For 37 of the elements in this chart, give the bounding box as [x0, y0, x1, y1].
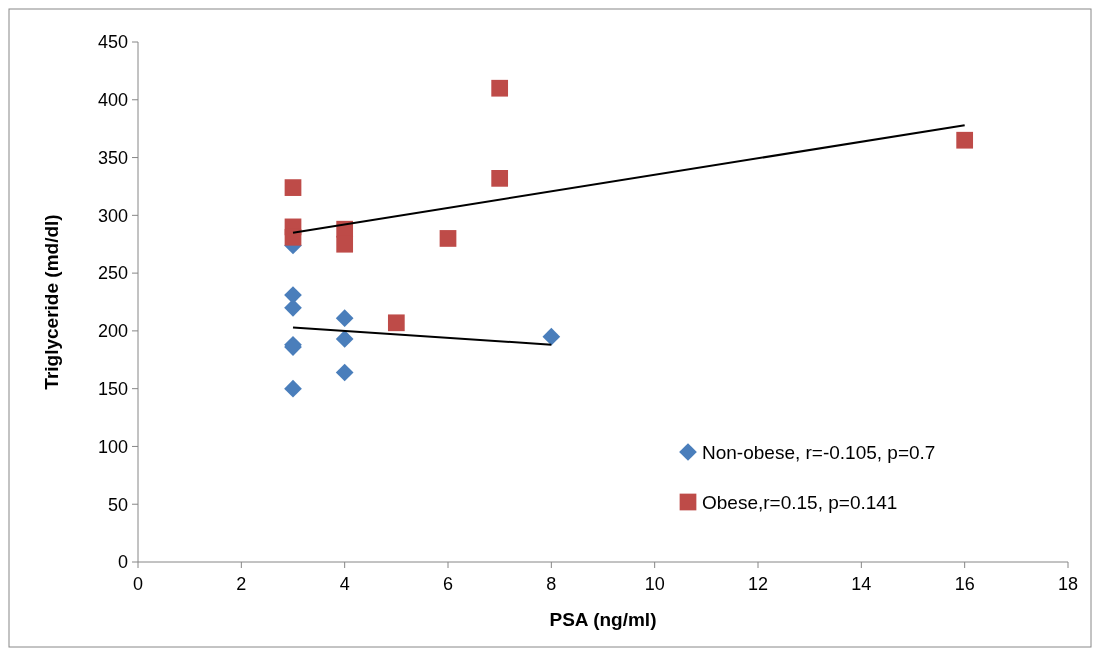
x-tick-label: 14 [851, 574, 872, 594]
y-tick-label: 350 [97, 147, 128, 168]
y-axis-title: Triglyceride (md/dl) [41, 214, 62, 390]
legend-label: Non-obese, r=-0.105, p=0.7 [702, 441, 936, 463]
point [335, 330, 354, 348]
y-tick-label: 250 [97, 263, 128, 284]
y-tick-label: 200 [97, 321, 128, 342]
point [542, 327, 561, 346]
point [491, 169, 509, 187]
y-tick-label: 150 [97, 378, 128, 399]
point [491, 79, 509, 97]
y-tick-label: 0 [117, 552, 128, 573]
point [284, 228, 302, 246]
x-tick-label: 18 [1057, 574, 1079, 594]
point [335, 309, 354, 328]
x-tick-label: 2 [236, 574, 247, 594]
y-tick-label: 50 [107, 494, 128, 515]
point [439, 230, 457, 247]
point [336, 235, 354, 253]
x-tick-label: 6 [442, 574, 454, 594]
y-tick-label: 400 [97, 90, 128, 111]
x-tick-label: 0 [132, 574, 144, 594]
legend-label: Obese,r=0.15, p=0.141 [702, 491, 898, 513]
point [387, 314, 405, 332]
x-tick-label: 8 [546, 574, 557, 594]
x-tick-label: 10 [644, 574, 665, 594]
x-tick-label: 4 [339, 574, 350, 594]
y-tick-label: 100 [97, 436, 128, 457]
x-axis-title: PSA (ng/ml) [549, 609, 657, 630]
x-tick-label: 16 [954, 574, 975, 594]
y-tick-label: 450 [97, 32, 128, 53]
y-tick-label: 300 [97, 205, 128, 226]
point [956, 131, 974, 149]
x-tick-label: 12 [747, 574, 769, 594]
point [335, 363, 354, 382]
point [284, 179, 302, 196]
point [284, 379, 302, 398]
